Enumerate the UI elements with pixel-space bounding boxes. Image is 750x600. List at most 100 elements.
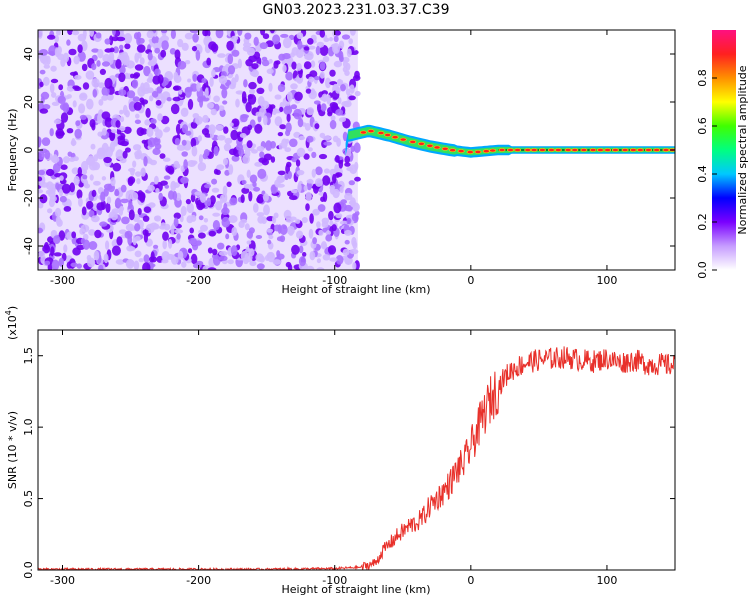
- noise-cell: [344, 70, 350, 76]
- noise-cell: [354, 90, 361, 97]
- noise-cell: [329, 37, 333, 42]
- noise-cell: [255, 235, 263, 239]
- noise-cell: [308, 45, 316, 50]
- noise-cell: [143, 156, 148, 167]
- noise-cell: [298, 69, 303, 79]
- noise-cell: [56, 30, 61, 36]
- noise-cell: [283, 209, 292, 220]
- noise-cell: [231, 226, 238, 236]
- noise-cell: [320, 103, 327, 112]
- noise-cell: [306, 135, 314, 143]
- noise-cell: [272, 34, 281, 45]
- signal-core: [637, 148, 644, 152]
- noise-cell: [85, 70, 95, 80]
- noise-cell: [95, 32, 102, 39]
- signal-core: [612, 148, 619, 152]
- noise-cell: [285, 129, 291, 137]
- noise-cell: [152, 42, 162, 50]
- snr-frame: [37, 329, 676, 571]
- noise-cell: [51, 259, 60, 270]
- noise-cell: [286, 91, 293, 102]
- noise-cell: [139, 97, 145, 103]
- noise-cell: [312, 208, 320, 216]
- noise-cell: [247, 94, 253, 100]
- noise-cell: [111, 208, 120, 215]
- noise-cell: [115, 120, 121, 128]
- noise-cell: [155, 129, 163, 139]
- noise-cell: [123, 126, 132, 134]
- noise-cell: [60, 112, 69, 123]
- noise-cell: [150, 251, 155, 262]
- noise-cell: [125, 259, 135, 269]
- noise-cell: [141, 139, 147, 144]
- noise-cell: [180, 107, 189, 118]
- noise-cell: [344, 155, 351, 164]
- noise-cell: [199, 193, 207, 203]
- noise-cell: [276, 250, 281, 258]
- signal-core: [475, 150, 481, 154]
- noise-cell: [66, 128, 74, 134]
- noise-cell: [44, 150, 51, 160]
- noise-cell: [354, 176, 361, 182]
- noise-cell: [128, 209, 135, 221]
- noise-cell: [38, 189, 44, 194]
- noise-cell: [286, 113, 291, 123]
- noise-cell: [196, 82, 201, 92]
- noise-cell: [339, 220, 349, 225]
- noise-cell: [296, 147, 306, 157]
- noise-cell: [173, 182, 180, 189]
- noise-cell: [208, 127, 213, 135]
- noise-cell: [130, 191, 139, 201]
- noise-cell: [225, 233, 230, 240]
- noise-cell: [103, 253, 109, 264]
- noise-cell: [208, 230, 216, 237]
- noise-cell: [303, 46, 310, 51]
- noise-cell: [328, 210, 334, 221]
- noise-cell: [115, 149, 124, 161]
- snr-ylabel: SNR (10 * v/v): [6, 411, 19, 489]
- noise-cell: [43, 64, 50, 69]
- noise-cell: [146, 127, 154, 138]
- noise-cell: [254, 161, 263, 167]
- noise-cell: [91, 189, 97, 197]
- noise-cell: [42, 76, 50, 86]
- noise-cell: [170, 103, 180, 115]
- noise-cell: [270, 184, 276, 194]
- noise-cell: [136, 36, 141, 46]
- noise-cell: [97, 113, 102, 125]
- noise-cell: [224, 137, 233, 144]
- signal-core: [467, 150, 474, 154]
- noise-cell: [223, 202, 228, 214]
- noise-cell: [228, 215, 238, 224]
- noise-cell: [154, 215, 159, 222]
- noise-cell: [72, 100, 77, 108]
- noise-cell: [74, 128, 82, 139]
- noise-cell: [162, 231, 169, 241]
- noise-cell: [319, 61, 326, 71]
- noise-cell: [296, 32, 304, 40]
- noise-cell: [222, 100, 228, 105]
- noise-cell: [243, 79, 248, 88]
- noise-cell: [190, 193, 196, 203]
- noise-cell: [124, 110, 130, 118]
- noise-cell: [154, 143, 162, 150]
- noise-cell: [204, 87, 209, 98]
- noise-cell: [243, 42, 252, 48]
- noise-cell: [48, 189, 56, 198]
- noise-cell: [253, 186, 261, 192]
- noise-cell: [120, 198, 129, 204]
- noise-cell: [146, 158, 153, 164]
- noise-cell: [303, 153, 310, 160]
- noise-cell: [41, 54, 49, 65]
- noise-cell: [132, 96, 140, 102]
- noise-cell: [227, 65, 236, 75]
- signal-core: [645, 148, 652, 152]
- noise-cell: [344, 192, 353, 201]
- noise-cell: [326, 94, 332, 105]
- noise-cell: [305, 88, 312, 94]
- noise-cell: [118, 89, 127, 96]
- noise-cell: [88, 210, 95, 218]
- noise-cell: [255, 253, 264, 262]
- noise-cell: [132, 73, 139, 79]
- noise-cell: [249, 174, 258, 184]
